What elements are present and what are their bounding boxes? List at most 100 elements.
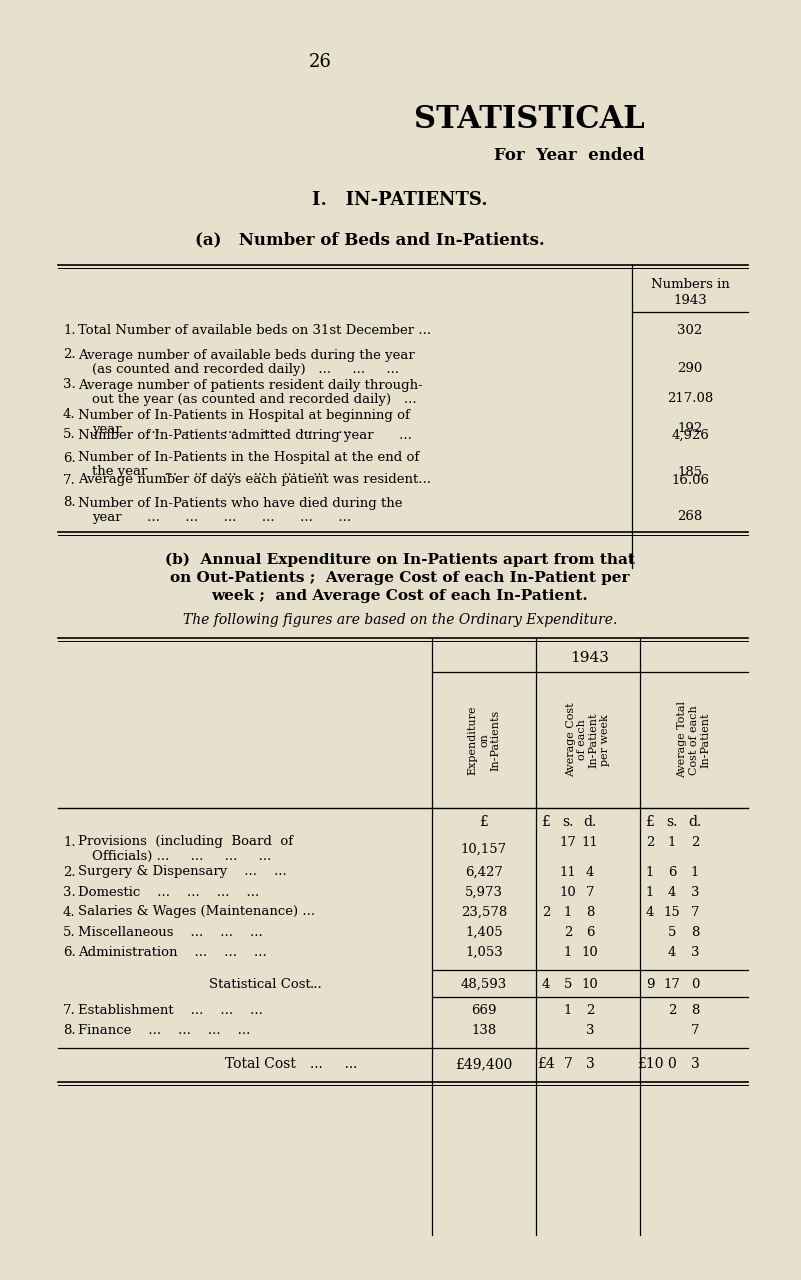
Text: Average Cost
of each
In-Patient
per week: Average Cost of each In-Patient per week — [566, 703, 610, 777]
Text: 1: 1 — [646, 886, 654, 899]
Text: 15: 15 — [663, 905, 680, 919]
Text: Average number of days each patient was resident...: Average number of days each patient was … — [78, 474, 431, 486]
Text: 6.: 6. — [63, 946, 76, 959]
Text: 10,157: 10,157 — [461, 842, 507, 855]
Text: 2.: 2. — [63, 348, 75, 361]
Text: Number of In-Patients in the Hospital at the end of: Number of In-Patients in the Hospital at… — [78, 452, 419, 465]
Text: 8: 8 — [586, 905, 594, 919]
Text: Finance    ...    ...    ...    ...: Finance ... ... ... ... — [78, 1024, 251, 1038]
Text: 5.: 5. — [63, 429, 75, 442]
Text: Number of In-Patients who have died during the: Number of In-Patients who have died duri… — [78, 497, 402, 509]
Text: 5.: 5. — [63, 925, 75, 938]
Text: 11: 11 — [560, 865, 577, 878]
Text: 6: 6 — [668, 865, 676, 878]
Text: d.: d. — [688, 815, 702, 829]
Text: 7.: 7. — [63, 474, 76, 486]
Text: Total Cost: Total Cost — [224, 1057, 296, 1071]
Text: 6.: 6. — [63, 452, 76, 465]
Text: 17: 17 — [560, 836, 577, 849]
Text: 6,427: 6,427 — [465, 865, 503, 878]
Text: 7: 7 — [690, 1024, 699, 1038]
Text: 7: 7 — [690, 905, 699, 919]
Text: 3: 3 — [690, 886, 699, 899]
Text: 26: 26 — [308, 52, 332, 70]
Text: 4: 4 — [668, 886, 676, 899]
Text: year      ...      ...      ...      ...      ...      ...: year ... ... ... ... ... ... — [92, 422, 351, 435]
Text: 8.: 8. — [63, 1024, 75, 1038]
Text: 10: 10 — [582, 978, 598, 991]
Text: 7: 7 — [586, 886, 594, 899]
Text: Miscellaneous    ...    ...    ...: Miscellaneous ... ... ... — [78, 925, 263, 938]
Text: Average number of patients resident daily through-: Average number of patients resident dail… — [78, 379, 423, 392]
Text: s.: s. — [562, 815, 574, 829]
Text: 11: 11 — [582, 836, 598, 849]
Text: Average Total
Cost of each
In-Patient: Average Total Cost of each In-Patient — [678, 701, 710, 778]
Text: 302: 302 — [678, 324, 702, 337]
Text: out the year (as counted and recorded daily)   ...: out the year (as counted and recorded da… — [92, 393, 417, 406]
Text: 7: 7 — [564, 1057, 573, 1071]
Text: 192: 192 — [678, 422, 702, 435]
Text: s.: s. — [666, 815, 678, 829]
Text: 16.06: 16.06 — [671, 474, 709, 486]
Text: £49,400: £49,400 — [456, 1057, 513, 1071]
Text: week ;  and Average Cost of each In-Patient.: week ; and Average Cost of each In-Patie… — [211, 589, 589, 603]
Text: 4: 4 — [541, 978, 550, 991]
Text: Officials) ...     ...     ...     ...: Officials) ... ... ... ... — [92, 850, 272, 863]
Text: Establishment    ...    ...    ...: Establishment ... ... ... — [78, 1005, 263, 1018]
Text: 2: 2 — [646, 836, 654, 849]
Text: £10: £10 — [637, 1057, 663, 1071]
Text: The following figures are based on the Ordinary Expenditure.: The following figures are based on the O… — [183, 613, 618, 627]
Text: 3: 3 — [690, 946, 699, 959]
Text: 1: 1 — [668, 836, 676, 849]
Text: 669: 669 — [471, 1005, 497, 1018]
Text: (b)  Annual Expenditure on In-Patients apart from that: (b) Annual Expenditure on In-Patients ap… — [165, 553, 635, 567]
Text: Provisions  (including  Board  of: Provisions (including Board of — [78, 836, 293, 849]
Text: Number of In-Patients admitted during year      ...: Number of In-Patients admitted during ye… — [78, 429, 412, 442]
Text: 1.: 1. — [63, 836, 75, 849]
Text: 3: 3 — [586, 1057, 594, 1071]
Text: Domestic    ...    ...    ...    ...: Domestic ... ... ... ... — [78, 886, 260, 899]
Text: £4: £4 — [537, 1057, 555, 1071]
Text: 1943: 1943 — [570, 652, 610, 666]
Text: Expenditure
on
In-Patients: Expenditure on In-Patients — [468, 705, 501, 774]
Text: 0: 0 — [667, 1057, 676, 1071]
Text: ...     ...: ... ... — [310, 1057, 357, 1071]
Text: 3.: 3. — [63, 379, 76, 392]
Text: year      ...      ...      ...      ...      ...      ...: year ... ... ... ... ... ... — [92, 511, 351, 524]
Text: (a)   Number of Beds and In-Patients.: (a) Number of Beds and In-Patients. — [195, 232, 545, 248]
Text: 2.: 2. — [63, 865, 75, 878]
Text: Surgery & Dispensary    ...    ...: Surgery & Dispensary ... ... — [78, 865, 287, 878]
Text: 1943: 1943 — [673, 293, 706, 306]
Text: 2: 2 — [586, 1005, 594, 1018]
Text: 2: 2 — [668, 1005, 676, 1018]
Text: 6: 6 — [586, 925, 594, 938]
Text: 8: 8 — [690, 1005, 699, 1018]
Text: 2: 2 — [564, 925, 572, 938]
Text: 23,578: 23,578 — [461, 905, 507, 919]
Text: 138: 138 — [471, 1024, 497, 1038]
Text: Total Number of available beds on 31st December ...: Total Number of available beds on 31st D… — [78, 324, 431, 337]
Text: on Out-Patients ;  Average Cost of each In-Patient per: on Out-Patients ; Average Cost of each I… — [171, 571, 630, 585]
Text: 8: 8 — [690, 925, 699, 938]
Text: 1: 1 — [564, 905, 572, 919]
Text: 4.: 4. — [63, 408, 75, 421]
Text: ...: ... — [310, 978, 323, 991]
Text: 3.: 3. — [63, 886, 76, 899]
Text: 8.: 8. — [63, 497, 75, 509]
Text: 2: 2 — [541, 905, 550, 919]
Text: 48,593: 48,593 — [461, 978, 507, 991]
Text: 0: 0 — [690, 978, 699, 991]
Text: 4.: 4. — [63, 905, 75, 919]
Text: Statistical Cost: Statistical Cost — [209, 978, 311, 991]
Text: Administration    ...    ...    ...: Administration ... ... ... — [78, 946, 267, 959]
Text: 5,973: 5,973 — [465, 886, 503, 899]
Text: 9: 9 — [646, 978, 654, 991]
Text: Numbers in: Numbers in — [650, 279, 730, 292]
Text: 1,405: 1,405 — [465, 925, 503, 938]
Text: 3: 3 — [586, 1024, 594, 1038]
Text: 1: 1 — [690, 865, 699, 878]
Text: 1: 1 — [646, 865, 654, 878]
Text: 217.08: 217.08 — [667, 393, 713, 406]
Text: £: £ — [646, 815, 654, 829]
Text: 10: 10 — [582, 946, 598, 959]
